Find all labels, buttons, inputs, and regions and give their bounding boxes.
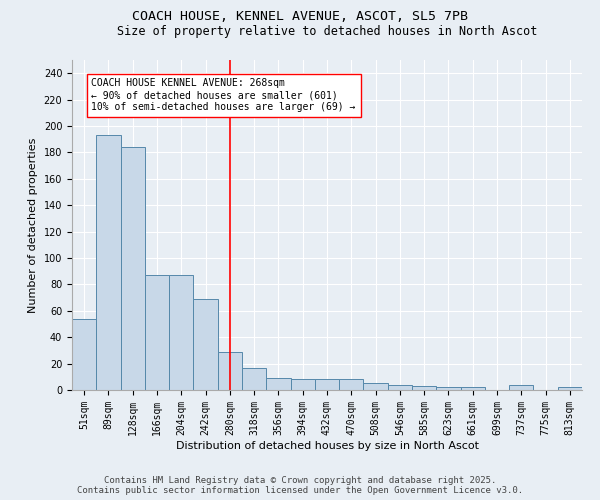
Bar [145,275,169,390]
Bar [193,299,218,390]
Bar [266,378,290,390]
Bar [388,384,412,390]
Bar [436,388,461,390]
Bar [96,135,121,390]
Bar [242,368,266,390]
Text: COACH HOUSE KENNEL AVENUE: 268sqm
← 90% of detached houses are smaller (601)
10%: COACH HOUSE KENNEL AVENUE: 268sqm ← 90% … [91,78,356,112]
Y-axis label: Number of detached properties: Number of detached properties [28,138,38,312]
Title: Size of property relative to detached houses in North Ascot: Size of property relative to detached ho… [117,25,537,38]
Bar [218,352,242,390]
Bar [461,388,485,390]
X-axis label: Distribution of detached houses by size in North Ascot: Distribution of detached houses by size … [176,440,479,450]
Bar [315,380,339,390]
Bar [121,147,145,390]
Bar [364,384,388,390]
Bar [290,380,315,390]
Bar [412,386,436,390]
Text: Contains HM Land Registry data © Crown copyright and database right 2025.
Contai: Contains HM Land Registry data © Crown c… [77,476,523,495]
Bar [339,380,364,390]
Bar [509,384,533,390]
Bar [558,388,582,390]
Bar [169,275,193,390]
Text: COACH HOUSE, KENNEL AVENUE, ASCOT, SL5 7PB: COACH HOUSE, KENNEL AVENUE, ASCOT, SL5 7… [132,10,468,23]
Bar [72,318,96,390]
